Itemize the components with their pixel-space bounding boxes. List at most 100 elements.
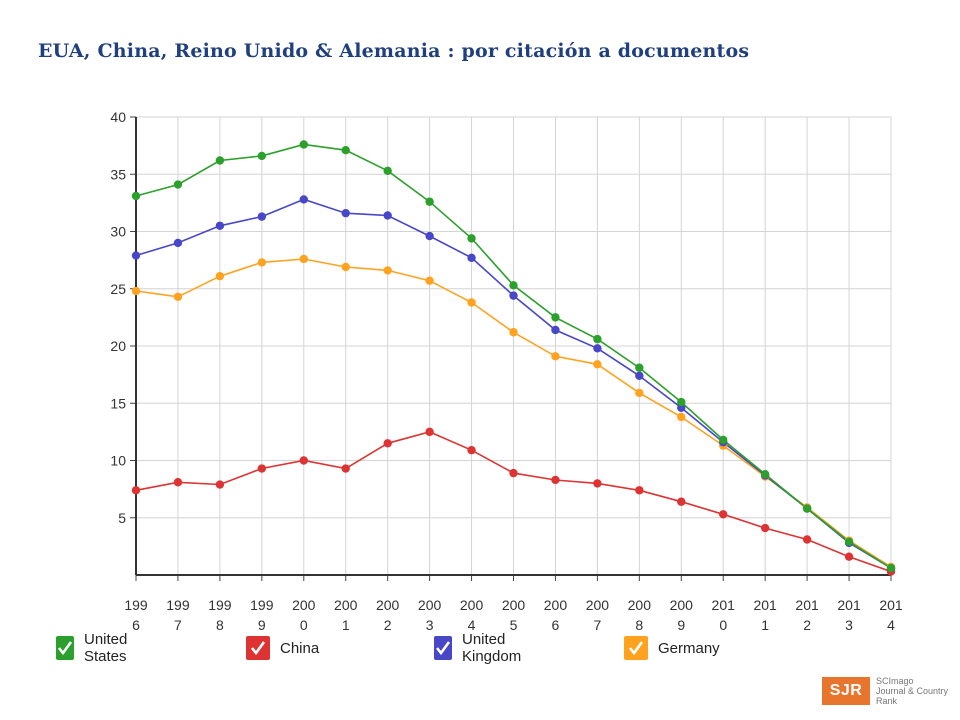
x-tick-label: 7	[593, 617, 601, 633]
data-point	[215, 221, 225, 230]
sjr-badge: SJR	[822, 677, 870, 705]
data-point	[844, 552, 854, 561]
x-tick-label: 200	[418, 597, 442, 613]
y-tick-label: 10	[110, 453, 126, 469]
x-tick-label: 201	[837, 597, 861, 613]
data-point	[551, 352, 560, 361]
sjr-logo: SJR SCImago Journal & Country Rank	[822, 676, 956, 706]
data-point	[299, 140, 308, 149]
data-point	[131, 191, 141, 201]
x-tick-label: 7	[174, 617, 182, 633]
x-tick-label: 8	[635, 617, 643, 633]
x-tick-label: 200	[292, 597, 316, 613]
data-point	[509, 328, 518, 337]
data-point	[173, 292, 183, 301]
data-point	[719, 435, 728, 445]
data-point	[131, 286, 141, 296]
data-point	[635, 363, 644, 372]
y-tick-label: 35	[110, 166, 126, 182]
data-point	[719, 510, 728, 519]
data-point	[215, 156, 225, 165]
data-point	[173, 238, 183, 248]
checkbox-checked-icon[interactable]	[56, 636, 74, 660]
legend-label: United Kingdom	[462, 631, 522, 665]
data-point	[257, 151, 267, 161]
x-tick-label: 199	[208, 597, 232, 613]
data-point	[635, 486, 644, 495]
x-tick-label: 4	[468, 617, 476, 633]
x-tick-label: 200	[670, 597, 694, 613]
data-point	[299, 195, 308, 204]
data-point	[593, 344, 602, 353]
data-point	[257, 212, 267, 221]
x-tick-label: 2	[384, 617, 392, 633]
data-point	[635, 388, 644, 398]
data-point	[425, 231, 434, 241]
data-point	[509, 468, 518, 478]
sjr-logo-text: SCImago Journal & Country Rank	[876, 676, 956, 706]
data-point	[635, 371, 644, 380]
x-tick-label: 200	[376, 597, 400, 613]
legend-label: China	[280, 639, 320, 657]
x-tick-label: 200	[460, 597, 484, 613]
x-tick-label: 6	[552, 617, 560, 633]
checkbox-checked-icon[interactable]	[246, 636, 270, 660]
data-point	[760, 523, 770, 533]
sjr-line: SCImago	[876, 676, 914, 686]
x-tick-label: 4	[887, 617, 895, 633]
x-tick-label: 3	[845, 617, 853, 633]
x-tick-label: 1	[342, 617, 350, 633]
checkbox-checked-icon[interactable]	[624, 636, 648, 660]
x-tick-label: 0	[300, 617, 308, 633]
data-point	[215, 271, 225, 281]
data-point	[257, 258, 267, 267]
legend-item-china[interactable]: China	[246, 634, 319, 662]
x-tick-label: 200	[628, 597, 652, 613]
data-point	[802, 504, 812, 513]
data-point	[383, 211, 392, 220]
data-point	[551, 475, 560, 485]
x-tick-label: 199	[124, 597, 148, 613]
x-tick-label: 201	[712, 597, 736, 613]
data-point	[257, 464, 267, 473]
legend-item-germany[interactable]: Germany	[624, 634, 720, 662]
data-point	[425, 427, 434, 437]
data-point	[509, 291, 518, 300]
data-point	[173, 180, 183, 189]
x-tick-label: 201	[879, 597, 903, 613]
data-point	[173, 478, 183, 487]
data-point	[425, 276, 434, 285]
sjr-line: Rank	[876, 696, 898, 706]
data-point	[551, 325, 560, 335]
data-point	[467, 234, 476, 243]
x-tick-label: 200	[544, 597, 568, 613]
y-tick-label: 30	[110, 224, 126, 240]
data-point	[467, 253, 476, 263]
data-point	[593, 334, 602, 344]
legend-item-united-states[interactable]: United States	[56, 631, 133, 665]
data-point	[131, 486, 141, 495]
data-point	[593, 479, 602, 488]
x-tick-label: 2	[803, 617, 811, 633]
data-point	[886, 563, 896, 573]
x-tick-label: 0	[719, 617, 727, 633]
x-tick-label: 201	[753, 597, 777, 613]
data-point	[509, 281, 518, 290]
legend-label: United States	[84, 631, 128, 665]
data-point	[802, 535, 812, 544]
legend-item-united-kingdom[interactable]: United Kingdom	[434, 631, 527, 665]
x-tick-label: 8	[216, 617, 224, 633]
x-tick-label: 199	[166, 597, 190, 613]
x-tick-label: 3	[426, 617, 434, 633]
data-point	[341, 464, 350, 473]
checkbox-checked-icon[interactable]	[434, 636, 452, 660]
data-point	[760, 470, 770, 479]
data-point	[425, 197, 434, 206]
y-tick-label: 40	[110, 109, 126, 125]
data-point	[677, 397, 686, 407]
data-point	[467, 298, 476, 307]
x-tick-label: 9	[258, 617, 266, 633]
data-point	[677, 412, 686, 422]
data-point	[299, 254, 308, 264]
y-tick-label: 20	[110, 338, 126, 354]
